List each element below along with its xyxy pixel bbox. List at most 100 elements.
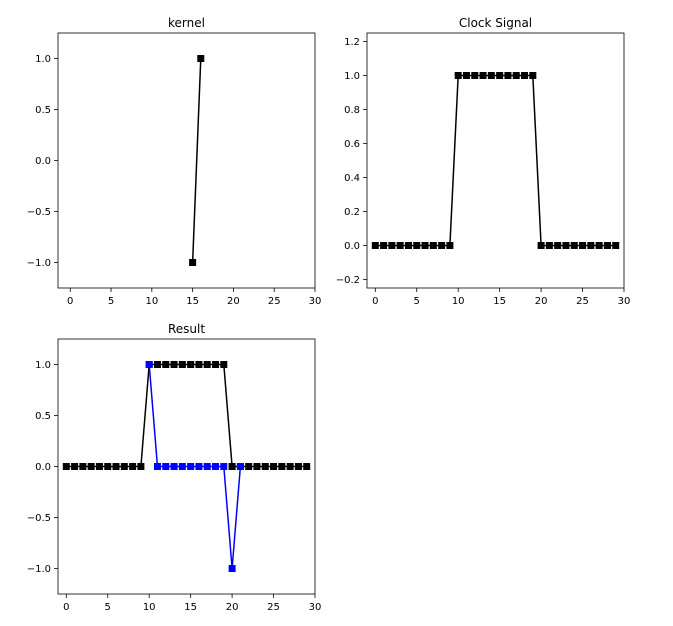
x-tick-label: 20 xyxy=(226,602,239,613)
data-point xyxy=(286,463,294,470)
y-tick-label: 0.6 xyxy=(344,139,360,150)
y-tick-label: 0.4 xyxy=(344,173,360,184)
y-tick-label: −0.5 xyxy=(27,513,51,524)
data-point xyxy=(220,463,228,470)
x-tick-label: 0 xyxy=(372,296,378,307)
y-tick-label: 0.8 xyxy=(344,105,360,116)
x-tick-label: 10 xyxy=(145,296,158,307)
data-point xyxy=(562,242,570,249)
data-point xyxy=(380,242,388,249)
data-point xyxy=(95,463,103,470)
data-point xyxy=(145,361,153,368)
y-tick-label: −0.2 xyxy=(336,275,360,286)
y-tick-label: 1.2 xyxy=(344,37,360,48)
y-tick-label: 0.5 xyxy=(35,105,51,116)
x-tick-label: 15 xyxy=(186,296,199,307)
data-point xyxy=(462,72,470,79)
y-tick-label: −0.5 xyxy=(27,207,51,218)
data-point xyxy=(471,72,479,79)
data-point xyxy=(79,463,87,470)
data-point xyxy=(294,463,302,470)
y-tick-label: −1.0 xyxy=(27,564,51,575)
x-tick-label: 5 xyxy=(108,296,114,307)
y-tick-label: 1.0 xyxy=(344,71,360,82)
data-point xyxy=(162,463,170,470)
data-point xyxy=(170,463,178,470)
data-point xyxy=(446,242,454,249)
data-point xyxy=(587,242,595,249)
data-point xyxy=(537,242,545,249)
y-tick-label: 1.0 xyxy=(35,54,51,65)
data-point xyxy=(197,55,205,62)
data-point xyxy=(137,463,145,470)
data-point xyxy=(270,463,278,470)
chart-clock-signal: Clock Signal 0 5 10 15 20 25 30 −0.2 0.0 0.2 0.4 0.… xyxy=(336,16,631,307)
x-tick-label: 5 xyxy=(414,296,420,307)
data-point xyxy=(512,72,520,79)
x-tick-label: 30 xyxy=(309,296,322,307)
data-point xyxy=(195,361,203,368)
data-point xyxy=(388,242,396,249)
data-point xyxy=(529,72,537,79)
data-point xyxy=(228,463,236,470)
data-point xyxy=(170,361,178,368)
data-point xyxy=(245,463,253,470)
data-point xyxy=(71,463,79,470)
x-tick-label: 0 xyxy=(67,296,73,307)
x-tick-label: 30 xyxy=(618,296,631,307)
plot-frame xyxy=(366,32,625,289)
data-point xyxy=(603,242,611,249)
data-point xyxy=(104,463,112,470)
y-tick-label: 1.0 xyxy=(35,360,51,371)
data-point xyxy=(570,242,578,249)
data-point xyxy=(189,259,197,266)
data-point xyxy=(595,242,603,249)
data-point xyxy=(153,361,161,368)
data-point xyxy=(129,463,137,470)
data-point xyxy=(487,72,495,79)
data-point xyxy=(178,463,186,470)
data-point xyxy=(212,463,220,470)
chart-title: Clock Signal xyxy=(459,16,532,30)
x-tick-label: 10 xyxy=(452,296,465,307)
data-point xyxy=(545,242,553,249)
data-point xyxy=(479,72,487,79)
data-point xyxy=(429,242,437,249)
x-tick-label: 25 xyxy=(268,296,281,307)
data-point xyxy=(162,361,170,368)
data-point xyxy=(228,565,236,572)
data-point xyxy=(62,463,70,470)
y-tick-label: 0.0 xyxy=(344,241,360,252)
data-point xyxy=(203,463,211,470)
data-point xyxy=(195,463,203,470)
chart-kernel: kernel 0 5 10 15 20 25 30 −1.0 −0.5 0.0 0.5 1.0 xyxy=(27,16,322,307)
chart-title: kernel xyxy=(168,16,205,30)
data-point xyxy=(212,361,220,368)
x-tick-label: 15 xyxy=(493,296,506,307)
series-line-0 xyxy=(66,363,307,468)
data-point xyxy=(612,242,620,249)
data-point xyxy=(253,463,261,470)
data-point xyxy=(120,463,128,470)
x-tick-label: 30 xyxy=(309,602,322,613)
data-point xyxy=(496,72,504,79)
data-point xyxy=(178,361,186,368)
data-point xyxy=(438,242,446,249)
y-tick-label: 0.0 xyxy=(35,462,51,473)
x-tick-label: 20 xyxy=(535,296,548,307)
data-point xyxy=(579,242,587,249)
plot-frame xyxy=(57,32,316,289)
data-point xyxy=(421,242,429,249)
data-point xyxy=(278,463,286,470)
data-point xyxy=(203,361,211,368)
data-point xyxy=(554,242,562,249)
y-tick-label: 0.5 xyxy=(35,411,51,422)
data-point xyxy=(371,242,379,249)
x-tick-label: 20 xyxy=(227,296,240,307)
data-point xyxy=(396,242,404,249)
data-point xyxy=(187,463,195,470)
chart-result: Result 0 5 10 15 20 25 30 −1.0 −0.5 0.0 0.5 1.0 xyxy=(27,322,322,613)
x-tick-label: 5 xyxy=(105,602,111,613)
chart-title: Result xyxy=(168,322,205,336)
